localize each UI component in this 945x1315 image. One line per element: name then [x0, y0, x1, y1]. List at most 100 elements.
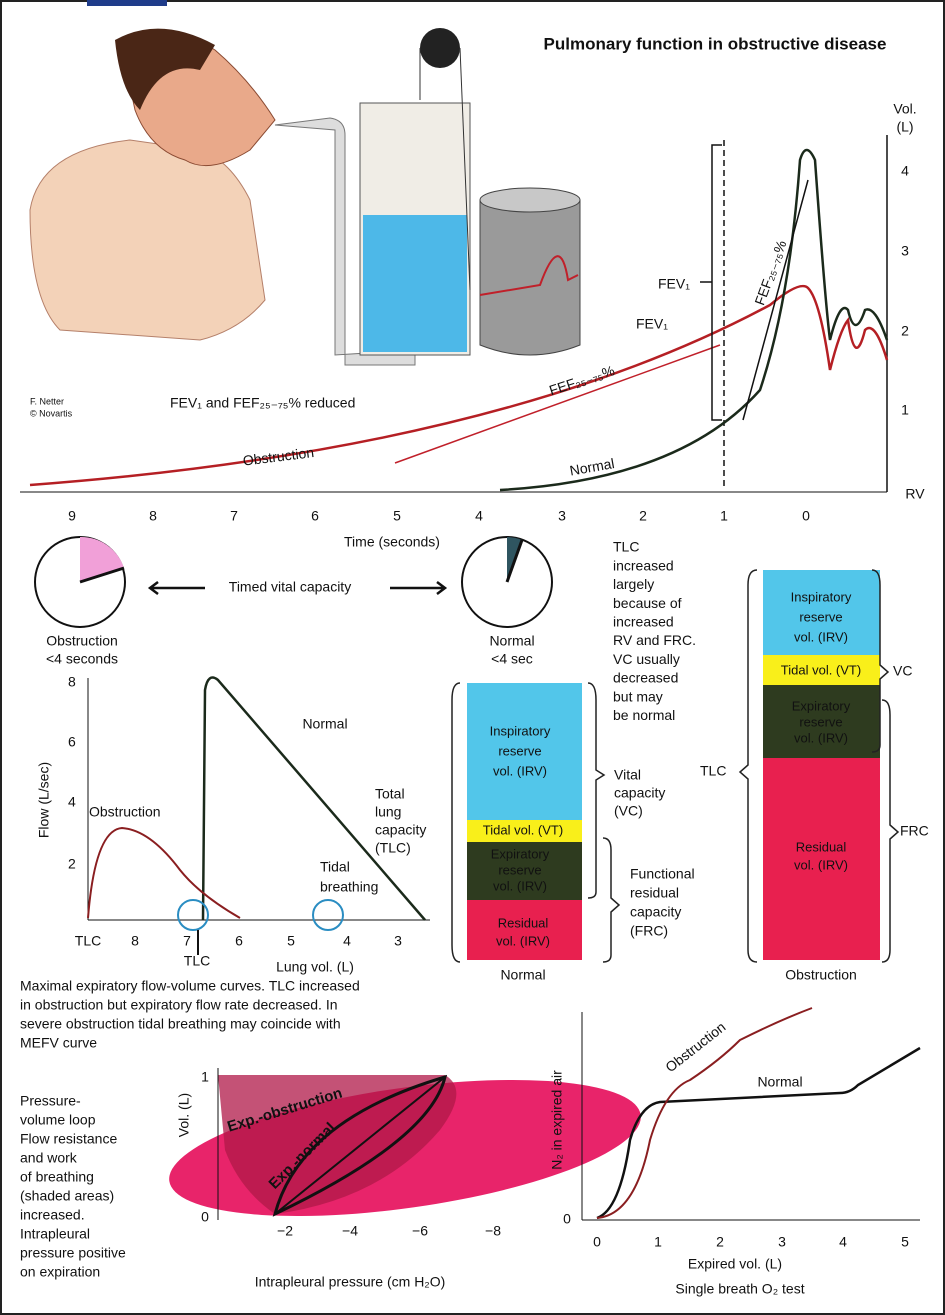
tick-label: 2 — [68, 856, 76, 872]
label: FRC — [900, 823, 929, 839]
tick-label: 5 — [287, 933, 295, 949]
tick-label: 7 — [230, 508, 238, 524]
label: 1 — [201, 1069, 209, 1085]
label: decreased — [613, 670, 678, 686]
label: (VC) — [614, 803, 643, 819]
label: Single breath O₂ test — [675, 1281, 804, 1297]
tick-label: 3 — [394, 933, 402, 949]
label: increased — [613, 557, 674, 573]
tick-label: 1 — [654, 1234, 662, 1250]
tick-label: 2 — [716, 1234, 724, 1250]
label: Expired vol. (L) — [688, 1256, 782, 1272]
tick-label: 8 — [131, 933, 139, 949]
label: (FRC) — [630, 923, 668, 939]
label: Vol. (L) — [176, 1093, 192, 1137]
tab — [87, 0, 167, 6]
label: Tidal vol. (VT) — [483, 822, 563, 837]
label: vol. (IRV) — [493, 878, 547, 893]
label: vol. (IRV) — [493, 763, 547, 778]
label: largely — [613, 576, 654, 592]
label: Residual — [796, 839, 847, 854]
tick-label: 4 — [839, 1234, 847, 1250]
label: volume loop — [20, 1112, 96, 1128]
tick-label: −4 — [342, 1223, 358, 1239]
label: Obstruction — [89, 804, 161, 820]
label: of breathing — [20, 1169, 94, 1185]
tick-label: 4 — [343, 933, 351, 949]
label: TLC — [613, 539, 639, 555]
label: Intrapleural — [20, 1226, 90, 1242]
label: breathing — [320, 879, 378, 895]
tick-label: −2 — [277, 1223, 293, 1239]
tick-label: 5 — [901, 1234, 909, 1250]
label: Flow (L/sec) — [36, 762, 52, 838]
tick-label: 1 — [720, 508, 728, 524]
tick-label: 8 — [149, 508, 157, 524]
label: Normal — [500, 967, 545, 983]
tick-label: 3 — [558, 508, 566, 524]
label: capacity — [630, 904, 681, 920]
tick-label: 3 — [778, 1234, 786, 1250]
label: (TLC) — [375, 840, 411, 856]
label: <4 sec — [491, 651, 533, 667]
tick-label: 4 — [475, 508, 483, 524]
label: 0 — [563, 1211, 571, 1227]
tick-label: 6 — [235, 933, 243, 949]
label: Inspiratory — [490, 723, 551, 738]
label: pressure positive — [20, 1245, 126, 1261]
label: Functional — [630, 866, 695, 882]
label: reserve — [498, 743, 541, 758]
label: Pressure- — [20, 1093, 81, 1109]
tick-label: 6 — [68, 734, 76, 750]
tick-label: −8 — [485, 1223, 501, 1239]
label: Maximal expiratory flow-volume curves. T… — [20, 978, 360, 994]
tick-label: 5 — [393, 508, 401, 524]
label: Flow resistance — [20, 1131, 117, 1147]
label: Total — [375, 786, 405, 802]
label: Residual — [498, 915, 549, 930]
label: (L) — [896, 119, 913, 135]
label: Vital — [614, 767, 641, 783]
label: Tidal vol. (VT) — [781, 662, 861, 677]
title: Pulmonary function in obstructive diseas… — [544, 34, 887, 53]
label: FEV₁ — [636, 316, 668, 332]
label: vol. (IRV) — [794, 629, 848, 644]
label: Obstruction — [785, 967, 857, 983]
label: VC — [893, 663, 912, 679]
label: increased. — [20, 1207, 85, 1223]
label: residual — [630, 885, 679, 901]
label: in obstruction but expiratory flow rate … — [20, 997, 338, 1013]
label: increased — [613, 614, 674, 630]
tick-label: 4 — [68, 794, 76, 810]
label: vol. (IRV) — [794, 730, 848, 745]
label: Obstruction — [46, 633, 118, 649]
label: vol. (IRV) — [794, 857, 848, 872]
tick-label: −6 — [412, 1223, 428, 1239]
label: severe obstruction tidal breathing may c… — [20, 1016, 341, 1032]
tick-label: 3 — [901, 243, 909, 259]
label: TLC — [700, 763, 726, 779]
label: RV and FRC. — [613, 632, 696, 648]
label: Time (seconds) — [344, 534, 440, 550]
label: N₂ in expired air — [549, 1070, 565, 1170]
label: TLC — [184, 953, 210, 969]
tick-label: 8 — [68, 674, 76, 690]
label: but may — [613, 688, 663, 704]
page: Pulmonary function in obstructive diseas… — [0, 0, 945, 1315]
tick-label: 9 — [68, 508, 76, 524]
label: be normal — [613, 707, 675, 723]
tick-label: 6 — [311, 508, 319, 524]
label: VC usually — [613, 651, 680, 667]
label: Inspiratory — [791, 589, 852, 604]
label: reserve — [799, 714, 842, 729]
label: reserve — [799, 609, 842, 624]
tick-label: 2 — [901, 323, 909, 339]
tick-label: 0 — [802, 508, 810, 524]
label: FEV₁ — [658, 276, 690, 292]
label: lung — [375, 804, 401, 820]
tick-label: 0 — [593, 1234, 601, 1250]
label: © Novartis — [30, 408, 73, 418]
label: vol. (IRV) — [496, 933, 550, 948]
label: MEFV curve — [20, 1035, 97, 1051]
label: F. Netter — [30, 396, 64, 406]
